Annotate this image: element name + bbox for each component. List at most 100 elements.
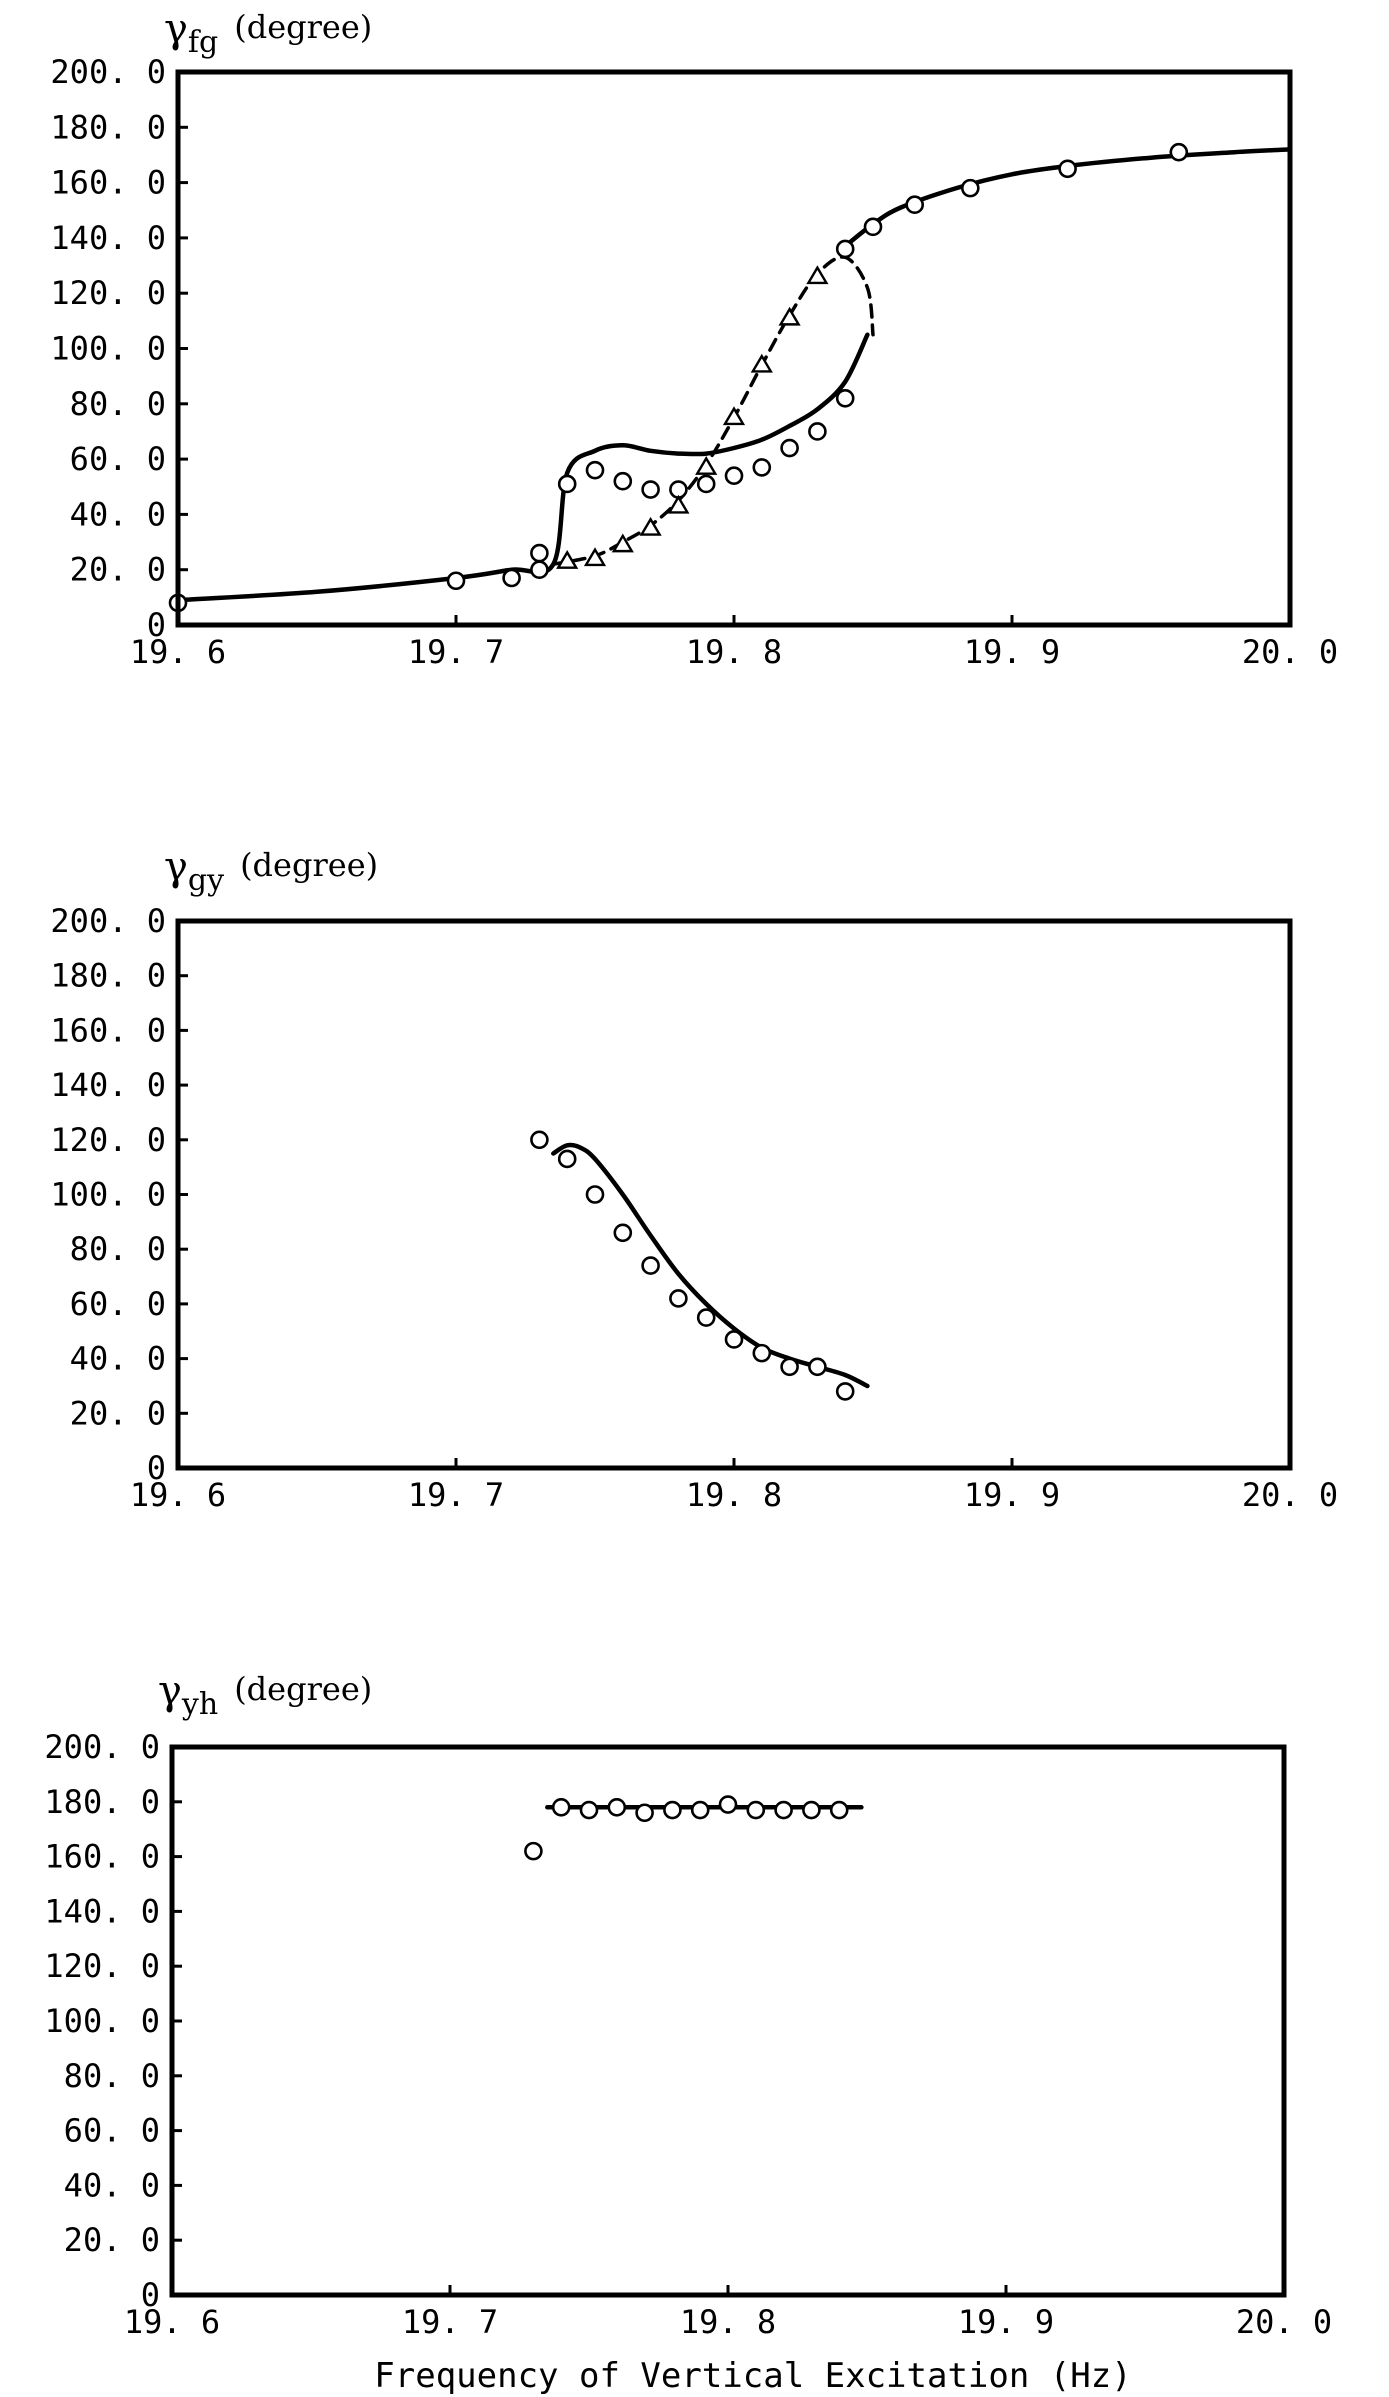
y-axis-label: γfg (degree)	[164, 6, 372, 60]
x-tick-label: 19. 9	[958, 2303, 1054, 2341]
y-tick-label: 160. 0	[50, 164, 166, 202]
y-tick-label: 60. 0	[64, 2112, 160, 2150]
x-tick-label: 19. 8	[686, 1476, 782, 1514]
y-tick-label: 120. 0	[50, 274, 166, 312]
circle-data-point	[530, 1130, 549, 1150]
circle-data-point	[502, 568, 521, 588]
series-3-dashed-curve	[551, 255, 875, 566]
y-tick-label: 200. 0	[50, 53, 166, 91]
x-tick-label: 19. 6	[124, 2303, 220, 2341]
circle-data-point	[585, 1185, 605, 1204]
y-tick-label: 80. 0	[70, 385, 166, 423]
y-tick-label: 20. 0	[70, 1394, 166, 1432]
circle-data-point	[829, 1800, 849, 1820]
circle-data-point	[557, 1149, 577, 1169]
triangle-data-point	[639, 516, 662, 536]
y-tick-label: 0	[141, 2276, 160, 2314]
y-axis-unit: (degree)	[234, 8, 372, 46]
circle-data-point	[835, 388, 855, 408]
triangle-data-point	[556, 550, 579, 569]
y-tick-label: 120. 0	[50, 1121, 166, 1159]
y-axis-label: γyh (degree)	[158, 1668, 372, 1722]
circle-data-point	[960, 178, 980, 198]
circle-data-point	[835, 1382, 855, 1401]
circle-data-point	[613, 471, 633, 491]
circle-data-point	[696, 1308, 716, 1327]
circle-data-point	[635, 1803, 654, 1823]
circle-data-point	[1058, 159, 1077, 179]
plot-frame	[175, 69, 1293, 628]
circle-data-point	[752, 458, 772, 477]
y-tick-label: 60. 0	[70, 440, 166, 478]
y-tick-label: 180. 0	[44, 1783, 160, 1821]
y-tick-label: 40. 0	[70, 495, 166, 533]
y-tick-label: 40. 0	[70, 1340, 166, 1378]
circle-data-point	[690, 1800, 710, 1820]
circle-data-point	[724, 1330, 744, 1349]
circle-data-point	[808, 422, 827, 441]
circle-data-point	[835, 239, 855, 259]
triangle-data-point	[806, 265, 829, 285]
circle-data-point	[641, 480, 660, 499]
x-tick-label: 19. 6	[130, 633, 226, 671]
y-axis-unit: (degree)	[234, 1670, 372, 1708]
circle-data-point	[1169, 142, 1189, 162]
x-tick-label: 19. 8	[680, 2303, 776, 2341]
x-tick-label: 19. 7	[408, 633, 504, 671]
series-2-solid-curve	[842, 147, 1293, 249]
y-axis-symbol: γ	[164, 6, 188, 52]
x-tick-label: 19. 7	[408, 1476, 504, 1514]
x-tick-label: 19. 9	[964, 633, 1060, 671]
y-axis-symbol: γ	[158, 1668, 182, 1714]
x-tick-label: 19. 7	[402, 2303, 498, 2341]
circle-data-point	[579, 1800, 599, 1820]
circle-data-point	[551, 1797, 571, 1817]
circle-data-point	[530, 560, 549, 580]
y-tick-label: 20. 0	[70, 551, 166, 589]
y-tick-label: 80. 0	[70, 1230, 166, 1268]
triangle-data-point	[750, 353, 773, 373]
y-tick-label: 140. 0	[44, 1892, 160, 1930]
plot-frame	[175, 918, 1293, 1471]
y-tick-label: 160. 0	[44, 1838, 160, 1876]
circle-data-point	[718, 1795, 738, 1814]
chart-panel-1: γfg (degree) 0 20. 0 40. 0 60. 0 80. 0 100. 0 12…	[50, 6, 1338, 671]
y-tick-label: 60. 0	[70, 1285, 166, 1323]
y-tick-label: 180. 0	[50, 108, 166, 146]
y-tick-label: 120. 0	[44, 1947, 160, 1985]
circle-data-point	[524, 1841, 543, 1861]
y-tick-label: 140. 0	[50, 219, 166, 257]
y-tick-label: 140. 0	[50, 1066, 166, 1104]
y-tick-label: 200. 0	[44, 1728, 160, 1766]
circle-data-point	[446, 571, 466, 591]
triangle-data-point	[611, 533, 634, 553]
circle-data-point	[663, 1800, 682, 1820]
y-tick-label: 100. 0	[50, 330, 166, 368]
x-tick-label: 19. 8	[686, 633, 782, 671]
y-tick-label: 100. 0	[44, 2002, 160, 2040]
y-tick-label: 200. 0	[50, 902, 166, 940]
y-tick-label: 180. 0	[50, 957, 166, 995]
chart-panel-3: γyh (degree) 0 20. 0 40. 0 60. 0 80. 0 100. 0 12…	[44, 1668, 1332, 2396]
y-tick-label: 100. 0	[50, 1176, 166, 1214]
chart-panel-2: γgy (degree) 0 20. 0 40. 0 60. 0 80. 0 100. 0 12…	[50, 844, 1338, 1514]
circle-data-point	[746, 1800, 766, 1820]
y-tick-label: 80. 0	[64, 2057, 160, 2095]
circle-data-point	[808, 1357, 827, 1377]
circle-data-point	[557, 474, 577, 494]
triangle-data-point	[695, 456, 718, 475]
circle-data-point	[613, 1223, 633, 1243]
y-tick-label: 40. 0	[64, 2166, 160, 2204]
x-tick-label: 19. 6	[130, 1476, 226, 1514]
circle-data-point	[669, 1289, 688, 1308]
y-tick-label: 0	[147, 606, 166, 644]
y-axis-subscript: yh	[181, 1687, 218, 1722]
x-tick-label: 20. 0	[1236, 2303, 1332, 2341]
y-axis-symbol: γ	[164, 844, 188, 890]
y-tick-label: 20. 0	[64, 2221, 160, 2259]
y-axis-subscript: gy	[188, 863, 224, 898]
y-axis-subscript: fg	[188, 25, 218, 60]
circle-data-point	[752, 1343, 772, 1363]
circle-data-point	[585, 460, 605, 480]
